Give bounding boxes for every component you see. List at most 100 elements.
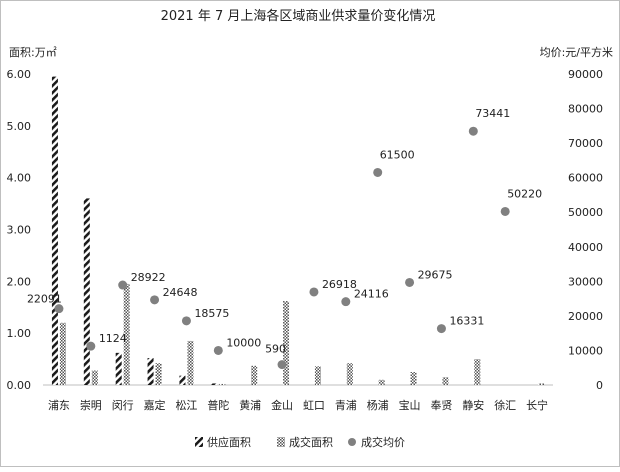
price-point bbox=[309, 287, 319, 297]
price-data-label: 22091 bbox=[27, 293, 62, 306]
price-point bbox=[405, 277, 415, 287]
x-tick-label: 青浦 bbox=[335, 399, 357, 412]
legend-swatch-deal-area bbox=[277, 437, 285, 447]
x-tick-label: 普陀 bbox=[207, 398, 229, 412]
price-data-label: 24648 bbox=[163, 286, 198, 299]
legend-item-supply: 供应面积 bbox=[195, 435, 251, 449]
y-left-tick-label: 3.00 bbox=[7, 224, 32, 237]
price-data-label: 50220 bbox=[507, 187, 542, 200]
x-tick-label: 松江 bbox=[175, 398, 197, 412]
price-point bbox=[181, 316, 191, 326]
price-point bbox=[277, 360, 287, 370]
x-tick-label: 黄浦 bbox=[239, 398, 261, 412]
x-tick-label: 虹口 bbox=[303, 399, 325, 412]
price-point bbox=[86, 341, 96, 351]
y-axis-left-label: 面积:万㎡ bbox=[9, 46, 57, 59]
bar-supply-area bbox=[147, 358, 154, 385]
price-point bbox=[468, 126, 478, 136]
price-point bbox=[213, 345, 223, 355]
legend: 供应面积 成交面积 成交均价 bbox=[195, 435, 405, 449]
bar-supply-area bbox=[179, 375, 186, 385]
x-tick-label: 嘉定 bbox=[144, 398, 166, 412]
bar-deal-area bbox=[378, 379, 385, 385]
bar-supply-area bbox=[115, 352, 122, 385]
price-point bbox=[54, 304, 64, 314]
y-left-tick-label: 2.00 bbox=[7, 275, 32, 288]
price-data-label: 1124 bbox=[99, 332, 127, 345]
price-data-label: 29675 bbox=[418, 268, 453, 281]
legend-item-deal-area: 成交面积 bbox=[277, 435, 333, 449]
bar-deal-area bbox=[410, 372, 417, 385]
price-data-label: 590 bbox=[265, 343, 286, 356]
price-point bbox=[118, 280, 128, 290]
legend-item-avg-price: 成交均价 bbox=[348, 435, 405, 449]
y-right-tick-label: 10000 bbox=[568, 344, 603, 357]
y-axis-right-label: 均价:元/平方米 bbox=[540, 45, 613, 59]
price-point bbox=[373, 167, 383, 177]
bar-deal-area bbox=[187, 340, 194, 385]
bar-supply-area bbox=[211, 383, 218, 385]
legend-swatch-avg-price bbox=[348, 438, 356, 446]
price-data-label: 26918 bbox=[322, 278, 357, 291]
bar-deal-area bbox=[314, 366, 321, 385]
bar-deal-area bbox=[123, 283, 130, 385]
legend-swatch-supply bbox=[195, 437, 203, 447]
chart-title: 2021 年 7 月上海各区域商业供求量价变化情况 bbox=[161, 8, 436, 24]
y-left-tick-label: 6.00 bbox=[7, 68, 32, 81]
x-tick-label: 奉贤 bbox=[430, 398, 452, 412]
bar-deal-area bbox=[442, 377, 449, 385]
bars-layer bbox=[51, 76, 545, 385]
bar-deal-area bbox=[283, 301, 290, 385]
y-left-tick-label: 1.00 bbox=[7, 327, 32, 340]
price-data-label: 24116 bbox=[354, 288, 389, 301]
y-right-tick-label: 80000 bbox=[568, 103, 603, 116]
bar-supply-area bbox=[51, 76, 58, 385]
x-tick-label: 宝山 bbox=[399, 398, 421, 412]
y-right-tick-label: 70000 bbox=[568, 137, 603, 150]
price-data-label: 73441 bbox=[475, 107, 510, 120]
x-tick-label: 徐汇 bbox=[494, 398, 516, 412]
x-tick-label: 崇明 bbox=[80, 399, 102, 412]
bar-deal-area bbox=[474, 359, 481, 385]
x-tick-label: 静安 bbox=[462, 398, 484, 412]
points-layer bbox=[54, 126, 510, 370]
legend-label-avg-price: 成交均价 bbox=[361, 435, 405, 449]
price-point bbox=[500, 206, 510, 216]
y-right-tick-label: 0 bbox=[596, 379, 603, 392]
price-data-label: 10000 bbox=[226, 336, 261, 349]
bar-deal-area bbox=[346, 363, 353, 385]
axes: 0.00 1.00 2.00 3.00 4.00 5.00 6.00 0 10000 20000 3… bbox=[7, 68, 604, 412]
y-right-tick-label: 20000 bbox=[568, 310, 603, 323]
y-right-tick-label: 40000 bbox=[568, 241, 603, 254]
price-data-label: 18575 bbox=[194, 307, 229, 320]
bar-deal-area bbox=[155, 363, 162, 385]
price-point bbox=[436, 324, 446, 334]
price-point bbox=[150, 295, 160, 305]
bar-deal-area bbox=[538, 383, 545, 385]
bar-deal-area bbox=[59, 322, 66, 385]
bar-deal-area bbox=[91, 370, 98, 385]
y-right-tick-label: 30000 bbox=[568, 275, 603, 288]
y-left-tick-label: 0.00 bbox=[7, 379, 32, 392]
bar-deal-area bbox=[251, 365, 258, 385]
y-right-tick-label: 60000 bbox=[568, 172, 603, 185]
y-right-tick-label: 90000 bbox=[568, 68, 603, 81]
legend-label-supply: 供应面积 bbox=[207, 435, 251, 449]
x-tick-label: 浦东 bbox=[48, 399, 70, 412]
y-left-tick-label: 4.00 bbox=[7, 172, 32, 185]
data-labels-layer: 22091 1124 28922 24648 18575 10000 590 26918241… bbox=[27, 107, 542, 355]
price-data-label: 28922 bbox=[131, 271, 166, 284]
price-data-label: 16331 bbox=[449, 315, 484, 328]
price-data-label: 61500 bbox=[380, 148, 415, 161]
x-tick-label: 闵行 bbox=[112, 398, 134, 412]
x-tick-label: 金山 bbox=[271, 398, 293, 412]
x-tick-label: 杨浦 bbox=[367, 398, 389, 412]
bar-supply-area bbox=[83, 198, 90, 385]
legend-label-deal-area: 成交面积 bbox=[289, 435, 333, 449]
y-left-tick-label: 5.00 bbox=[7, 120, 32, 133]
x-tick-label: 长宁 bbox=[526, 398, 548, 412]
bar-deal-area bbox=[219, 383, 226, 385]
price-point bbox=[341, 297, 351, 307]
